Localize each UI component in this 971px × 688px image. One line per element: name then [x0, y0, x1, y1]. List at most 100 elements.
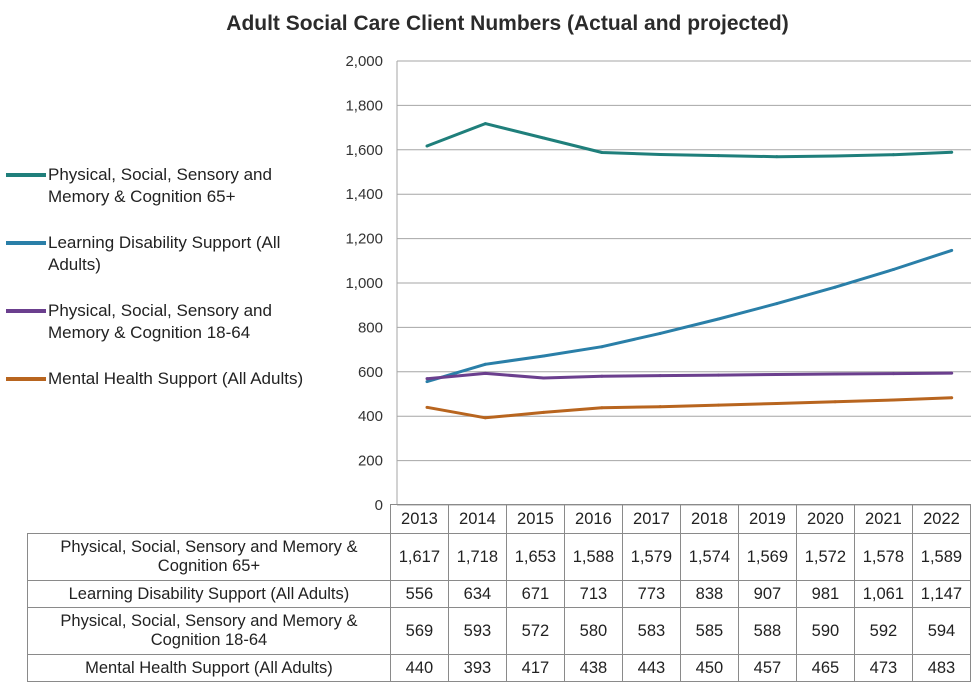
data-label-mental-health-support-all-adults-2015: 417: [505, 654, 565, 682]
data-point-mental-health-support-all-adults-2020: [833, 400, 837, 404]
data-point-physical-social-sensory-and-memory-cognition-65-2018: [717, 154, 720, 158]
data-label-physical-social-sensory-and-memory-cognition-18-64-2021: 592: [853, 607, 913, 655]
legend-label-learning-disability: Learning Disability Support (All Adults): [48, 233, 281, 274]
legend-item-18-64: Physical, Social, Sensory and Memory & C…: [6, 300, 326, 344]
data-point-mental-health-support-all-adults-2017: [658, 405, 662, 409]
data-label-physical-social-sensory-and-memory-cognition-65-2021: 1,578: [853, 533, 913, 581]
data-label-mental-health-support-all-adults-2021: 473: [853, 654, 913, 682]
data-label-learning-disability-support-all-adults-2016: 713: [563, 580, 623, 608]
x-tick-label-2016: 2016: [563, 504, 623, 534]
legend-swatch-mental-health: [6, 377, 46, 381]
data-label-physical-social-sensory-and-memory-cognition-65-2020: 1,572: [795, 533, 855, 581]
table-row: Physical, Social, Sensory and Memory & C…: [27, 533, 971, 581]
data-point-mental-health-support-all-adults-2019: [775, 402, 779, 406]
data-label-physical-social-sensory-and-memory-cognition-18-64-2016: 580: [563, 607, 623, 655]
x-tick-label-2020: 2020: [795, 504, 855, 534]
data-point-physical-social-sensory-and-memory-cognition-65-2019: [775, 155, 779, 159]
y-tick-label: 1,800: [345, 97, 383, 114]
data-label-learning-disability-support-all-adults-2013: 556: [389, 580, 449, 608]
data-point-physical-social-sensory-and-memory-cognition-18-64-2018: [717, 373, 720, 377]
data-point-physical-social-sensory-and-memory-cognition-65-2015: [542, 136, 546, 140]
chart-plot-area: 02004006008001,0001,2001,4001,6001,8002,…: [345, 53, 971, 514]
y-tick-label: 200: [358, 453, 383, 470]
table-row-label: Mental Health Support (All Adults): [27, 654, 391, 682]
table-corner-cell: [27, 504, 391, 534]
series-line-physical-social-sensory-and-memory-cognition-65: [426, 122, 952, 159]
x-tick-label-2019: 2019: [737, 504, 797, 534]
x-tick-label-2015: 2015: [505, 504, 565, 534]
y-tick-label: 1,200: [345, 231, 383, 248]
data-label-physical-social-sensory-and-memory-cognition-18-64-2022: 594: [911, 607, 971, 655]
chart-title: Adult Social Care Client Numbers (Actual…: [226, 12, 789, 35]
data-label-physical-social-sensory-and-memory-cognition-65-2015: 1,653: [505, 533, 565, 581]
data-point-learning-disability-support-all-adults-2014: [483, 362, 487, 366]
data-label-mental-health-support-all-adults-2017: 443: [621, 654, 681, 682]
data-point-physical-social-sensory-and-memory-cognition-65-2022: [950, 150, 954, 154]
y-tick-label: 400: [358, 408, 383, 425]
legend-swatch-18-64: [6, 309, 46, 313]
series-line-mental-health-support-all-adults: [426, 396, 952, 420]
data-point-learning-disability-support-all-adults-2016: [600, 345, 604, 349]
data-table: 2013 2014 2015 2016 2017 2018 2019 2020 2021 2022…: [27, 504, 971, 682]
data-point-physical-social-sensory-and-memory-cognition-18-64-2020: [833, 372, 837, 376]
x-tick-label-2013: 2013: [389, 504, 449, 534]
data-label-mental-health-support-all-adults-2018: 450: [679, 654, 739, 682]
data-label-learning-disability-support-all-adults-2018: 838: [679, 580, 739, 608]
y-tick-label: 1,400: [345, 186, 383, 203]
data-point-physical-social-sensory-and-memory-cognition-65-2020: [833, 154, 837, 158]
legend: Physical, Social, Sensory and Memory & C…: [6, 164, 326, 414]
data-point-physical-social-sensory-and-memory-cognition-65-2017: [658, 152, 662, 156]
data-point-learning-disability-support-all-adults-2015: [542, 354, 546, 358]
data-point-mental-health-support-all-adults-2022: [950, 396, 954, 400]
data-point-mental-health-support-all-adults-2021: [891, 398, 895, 402]
data-point-mental-health-support-all-adults-2016: [600, 406, 604, 410]
data-label-mental-health-support-all-adults-2013: 440: [389, 654, 449, 682]
data-label-learning-disability-support-all-adults-2022: 1,147: [911, 580, 971, 608]
data-point-physical-social-sensory-and-memory-cognition-65-2014: [483, 122, 487, 126]
data-point-mental-health-support-all-adults-2018: [717, 403, 720, 407]
table-row-label: Physical, Social, Sensory and Memory & C…: [27, 533, 391, 581]
data-point-physical-social-sensory-and-memory-cognition-65-2021: [891, 153, 895, 157]
data-label-physical-social-sensory-and-memory-cognition-65-2019: 1,569: [737, 533, 797, 581]
legend-label-65plus: Physical, Social, Sensory and Memory & C…: [48, 165, 272, 206]
table-row: Learning Disability Support (All Adults)…: [27, 580, 971, 608]
data-point-physical-social-sensory-and-memory-cognition-18-64-2013: [425, 377, 429, 381]
table-row-label: Learning Disability Support (All Adults): [27, 580, 391, 608]
legend-swatch-65plus: [6, 173, 46, 177]
data-label-mental-health-support-all-adults-2020: 465: [795, 654, 855, 682]
data-point-physical-social-sensory-and-memory-cognition-65-2013: [425, 144, 429, 148]
series-line-learning-disability-support-all-adults: [426, 248, 953, 384]
data-label-physical-social-sensory-and-memory-cognition-65-2013: 1,617: [389, 533, 449, 581]
data-label-learning-disability-support-all-adults-2019: 907: [737, 580, 797, 608]
y-tick-label: 1,600: [345, 142, 383, 159]
data-point-mental-health-support-all-adults-2013: [425, 405, 429, 409]
legend-item-mental-health: Mental Health Support (All Adults): [6, 368, 326, 390]
y-tick-label: 1,000: [345, 275, 383, 292]
data-label-physical-social-sensory-and-memory-cognition-18-64-2020: 590: [795, 607, 855, 655]
data-label-mental-health-support-all-adults-2019: 457: [737, 654, 797, 682]
data-label-learning-disability-support-all-adults-2017: 773: [621, 580, 681, 608]
data-point-learning-disability-support-all-adults-2021: [891, 267, 895, 271]
data-point-learning-disability-support-all-adults-2019: [775, 302, 779, 306]
data-label-physical-social-sensory-and-memory-cognition-18-64-2019: 588: [737, 607, 797, 655]
data-point-physical-social-sensory-and-memory-cognition-18-64-2022: [950, 371, 954, 375]
data-point-physical-social-sensory-and-memory-cognition-18-64-2017: [658, 374, 662, 378]
data-label-learning-disability-support-all-adults-2014: 634: [447, 580, 507, 608]
data-label-physical-social-sensory-and-memory-cognition-18-64-2017: 583: [621, 607, 681, 655]
table-row: Mental Health Support (All Adults) 440 393…: [27, 654, 971, 682]
data-label-mental-health-support-all-adults-2016: 438: [563, 654, 623, 682]
data-point-mental-health-support-all-adults-2014: [483, 416, 487, 420]
data-label-physical-social-sensory-and-memory-cognition-65-2017: 1,579: [621, 533, 681, 581]
data-point-physical-social-sensory-and-memory-cognition-18-64-2016: [600, 374, 604, 378]
y-tick-label: 2,000: [345, 53, 383, 70]
legend-swatch-learning-disability: [6, 241, 46, 245]
data-point-learning-disability-support-all-adults-2018: [717, 317, 720, 321]
data-label-physical-social-sensory-and-memory-cognition-65-2014: 1,718: [447, 533, 507, 581]
data-point-physical-social-sensory-and-memory-cognition-18-64-2019: [775, 372, 779, 376]
data-point-physical-social-sensory-and-memory-cognition-18-64-2021: [891, 372, 895, 376]
data-label-learning-disability-support-all-adults-2015: 671: [505, 580, 565, 608]
x-tick-label-2022: 2022: [911, 504, 971, 534]
data-label-mental-health-support-all-adults-2022: 483: [911, 654, 971, 682]
data-point-physical-social-sensory-and-memory-cognition-18-64-2015: [542, 376, 546, 380]
data-label-physical-social-sensory-and-memory-cognition-65-2016: 1,588: [563, 533, 623, 581]
